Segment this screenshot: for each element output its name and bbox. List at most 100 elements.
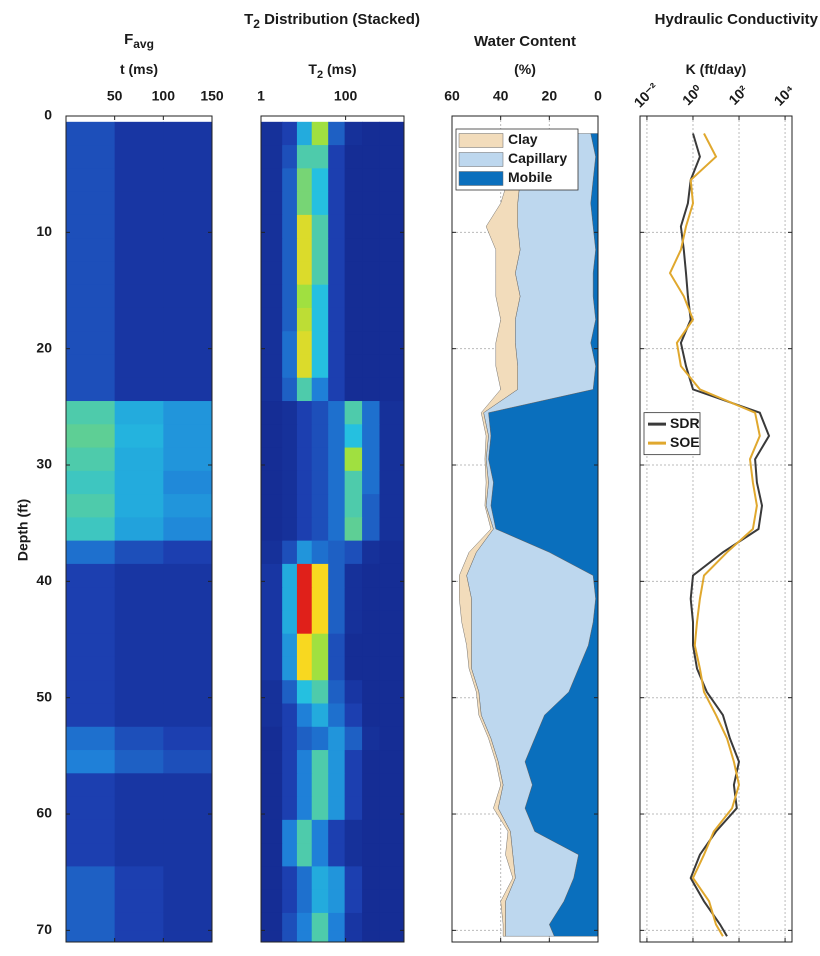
heat-cell <box>362 145 380 169</box>
heat-cell <box>261 517 283 542</box>
heat-cell <box>114 401 164 425</box>
heat-cell <box>114 540 164 565</box>
y-tick-label: 40 <box>36 572 52 588</box>
heat-cell <box>66 563 116 588</box>
heat-cell <box>261 866 283 891</box>
heat-cell <box>163 726 213 751</box>
heat-cell <box>282 401 298 425</box>
x-tick-label: 20 <box>542 88 558 104</box>
x-tick-label: 100 <box>334 88 358 104</box>
heat-cell <box>311 470 329 495</box>
heat-cell <box>282 354 298 379</box>
heat-cell <box>379 889 405 914</box>
heat-cell <box>163 261 213 286</box>
heat-cell <box>261 773 283 798</box>
heat-cell <box>379 214 405 239</box>
heat-cell <box>114 703 164 728</box>
heat-cell <box>296 680 313 705</box>
heat-cell <box>328 843 346 867</box>
heat-cell <box>66 168 116 193</box>
heat-cell <box>66 703 116 728</box>
heat-cell <box>66 447 116 472</box>
heat-cell <box>328 470 346 495</box>
y-tick-label: 60 <box>36 805 52 821</box>
heat-cell <box>379 424 405 449</box>
heat-cell <box>344 214 363 239</box>
axes-frame <box>260 115 405 943</box>
y-tick-label: 20 <box>36 339 52 355</box>
heat-cell <box>328 214 346 239</box>
heat-cell <box>163 866 213 891</box>
heat-cell <box>344 656 363 681</box>
y-tick-label: 10 <box>36 223 52 239</box>
heat-cell <box>311 843 329 867</box>
heat-cell <box>362 633 380 658</box>
heat-cell <box>163 773 213 798</box>
heat-cell <box>163 656 213 681</box>
heat-cell <box>328 284 346 309</box>
heat-cell <box>261 750 283 774</box>
heat-cell <box>379 633 405 658</box>
heat-cell <box>114 447 164 472</box>
heat-cell <box>328 819 346 844</box>
legend-label: SDR <box>670 415 700 431</box>
heat-cell <box>379 307 405 332</box>
heat-cell <box>114 930 164 943</box>
axes-frame <box>639 115 793 943</box>
heat-cell <box>379 494 405 518</box>
heat-cell <box>66 796 116 821</box>
heat-cell <box>261 930 283 943</box>
heat-cell <box>379 168 405 193</box>
text-part: (ms) <box>323 61 356 77</box>
heat-cell <box>362 214 380 239</box>
heat-cell <box>66 377 116 402</box>
heat-cell <box>114 284 164 309</box>
heat-cell <box>311 866 329 891</box>
text-part: t (ms) <box>120 61 158 77</box>
heat-cell <box>261 680 283 705</box>
heat-cell <box>379 796 405 821</box>
heat-cell <box>296 238 313 262</box>
heat-cell <box>261 284 283 309</box>
text-part: (%) <box>514 61 536 77</box>
heat-cell <box>66 307 116 332</box>
heat-cell <box>379 540 405 565</box>
heat-cell <box>282 424 298 449</box>
heat-cell <box>282 843 298 867</box>
heat-cell <box>344 447 363 472</box>
heat-cell <box>362 284 380 309</box>
heat-cell <box>66 750 116 774</box>
heat-cell <box>296 447 313 472</box>
y-tick-label: 30 <box>36 456 52 472</box>
heat-cell <box>311 750 329 774</box>
heat-cell <box>282 563 298 588</box>
heat-cell <box>328 331 346 355</box>
heat-cell <box>163 377 213 402</box>
heat-cell <box>379 656 405 681</box>
heat-cell <box>344 726 363 751</box>
heat-cell <box>66 121 116 146</box>
y-tick-label: 0 <box>44 107 52 123</box>
heat-cell <box>344 307 363 332</box>
heat-cell <box>261 447 283 472</box>
panel: T2 Distribution (Stacked)T2 (ms)1 100 <box>244 11 420 943</box>
heat-cell <box>362 401 380 425</box>
heat-cell <box>344 610 363 635</box>
heat-cell <box>296 261 313 286</box>
heat-cell <box>328 930 346 943</box>
heat-cell <box>311 191 329 216</box>
x-tick-label: 0 <box>594 88 602 104</box>
x-axis-label: t (ms) <box>120 61 158 77</box>
heat-cell <box>362 912 380 931</box>
heat-cell <box>379 261 405 286</box>
heat-cell <box>296 401 313 425</box>
heat-cell <box>163 610 213 635</box>
heat-cell <box>296 750 313 774</box>
heat-cell <box>311 587 329 611</box>
heat-cell <box>261 587 283 611</box>
heat-cell <box>344 819 363 844</box>
heat-cell <box>362 930 380 943</box>
heat-cell <box>296 377 313 402</box>
area <box>459 133 521 937</box>
x-axis-label: K (ft/day) <box>686 61 747 77</box>
